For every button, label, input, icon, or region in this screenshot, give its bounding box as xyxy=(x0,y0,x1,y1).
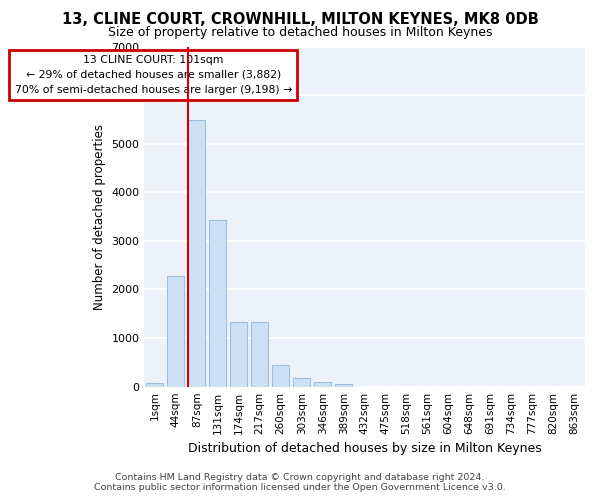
Text: Size of property relative to detached houses in Milton Keynes: Size of property relative to detached ho… xyxy=(108,26,492,39)
Bar xyxy=(293,378,310,386)
Bar xyxy=(272,365,289,386)
Bar xyxy=(146,383,163,386)
Y-axis label: Number of detached properties: Number of detached properties xyxy=(93,124,106,310)
Bar xyxy=(209,220,226,386)
Bar xyxy=(188,120,205,386)
Bar xyxy=(251,322,268,386)
X-axis label: Distribution of detached houses by size in Milton Keynes: Distribution of detached houses by size … xyxy=(188,442,542,455)
Bar xyxy=(335,384,352,386)
Text: 13, CLINE COURT, CROWNHILL, MILTON KEYNES, MK8 0DB: 13, CLINE COURT, CROWNHILL, MILTON KEYNE… xyxy=(62,12,538,28)
Text: Contains HM Land Registry data © Crown copyright and database right 2024.
Contai: Contains HM Land Registry data © Crown c… xyxy=(94,473,506,492)
Bar xyxy=(230,322,247,386)
Bar xyxy=(167,276,184,386)
Bar xyxy=(314,382,331,386)
Text: 13 CLINE COURT: 101sqm
← 29% of detached houses are smaller (3,882)
70% of semi-: 13 CLINE COURT: 101sqm ← 29% of detached… xyxy=(14,55,292,94)
